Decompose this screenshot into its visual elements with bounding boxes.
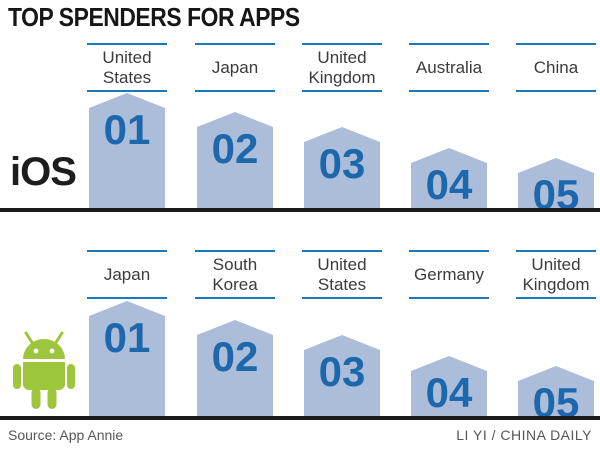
android-rank-column-4: Germany 04 [409,0,489,453]
country-name: Germany [414,264,484,284]
country-label: United Kingdom [302,43,382,92]
rank-bar: 05 [518,366,594,416]
ios-rank-column-4: Australia 04 [409,0,489,453]
rank-bar: 02 [197,112,273,208]
android-robot-icon [13,331,75,409]
rank-number: 04 [425,161,473,208]
country-label: Japan [87,250,167,299]
ios-rank-column-1: United States 01 [87,0,167,453]
android-rank-column-3: United States 03 [302,0,382,453]
rank-number: 05 [532,171,580,218]
ios-rank-column-3: United Kingdom 03 [302,0,382,453]
page-title: TOP SPENDERS FOR APPS [8,2,300,32]
ios-rank-column-2: Japan 02 [195,0,275,453]
rank-number: 01 [103,314,151,361]
country-name: United States [102,47,152,87]
country-name: South Korea [212,254,258,294]
rank-bar: 01 [89,301,165,416]
country-name: United Kingdom [308,47,376,87]
rank-bar: 03 [304,335,380,416]
country-name: United States [317,254,367,294]
ios-baseline [0,208,600,212]
rank-bar: 03 [304,127,380,208]
country-label: Japan [195,43,275,92]
country-label: Germany [409,250,489,299]
country-name: Japan [211,57,259,77]
country-label: Australia [409,43,489,92]
android-baseline [0,416,600,420]
ios-logo: iOS [10,150,77,194]
country-name: United Kingdom [522,254,590,294]
rank-number: 05 [532,379,580,426]
byline-credit: LI YI / CHINA DAILY [456,427,592,443]
rank-number: 01 [103,106,151,153]
country-label: United Kingdom [516,250,596,299]
country-label: China [516,43,596,92]
rank-number: 03 [318,348,366,395]
country-name: Japan [103,264,151,284]
android-rank-column-1: Japan 01 [87,0,167,453]
android-rank-column-5: United Kingdom 05 [516,0,596,453]
rank-bar: 02 [197,320,273,416]
country-label: South Korea [195,250,275,299]
rank-bar: 04 [411,356,487,416]
rank-number: 03 [318,140,366,187]
country-name: China [533,57,579,77]
rank-number: 04 [425,369,473,416]
ios-rank-column-5: China 05 [516,0,596,453]
country-name: Australia [415,57,483,77]
country-label: United States [87,43,167,92]
source-credit: Source: App Annie [8,427,124,443]
rank-bar: 01 [89,93,165,208]
android-rank-column-2: South Korea 02 [195,0,275,453]
rank-number: 02 [211,125,259,172]
rank-number: 02 [211,333,259,380]
country-label: United States [302,250,382,299]
